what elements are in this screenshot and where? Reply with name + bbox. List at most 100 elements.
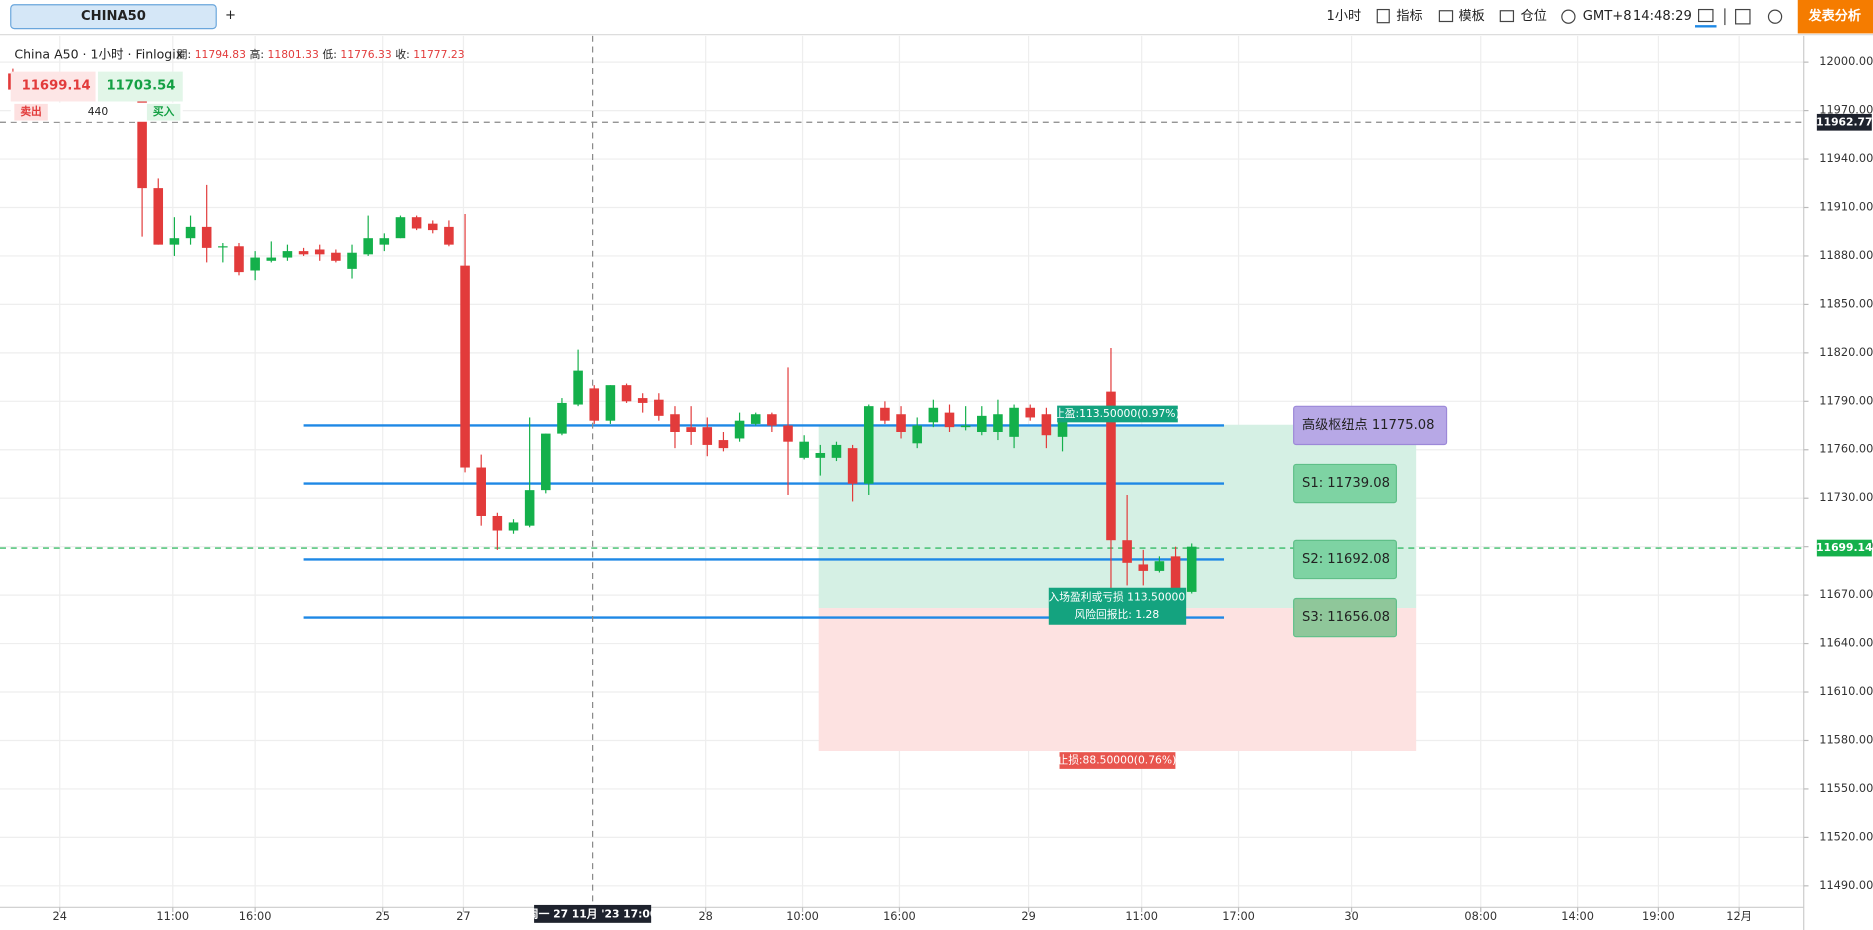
x-tick-label: 11:00	[1125, 909, 1158, 923]
candle-body	[896, 414, 906, 432]
legend-value: 11794.83	[195, 48, 246, 61]
candle-body	[282, 251, 293, 258]
icon	[1376, 8, 1390, 24]
candle-body	[993, 414, 1003, 432]
candle-body	[169, 238, 180, 245]
x-tick-label: 19:00	[1642, 909, 1675, 923]
candle-body	[718, 440, 729, 449]
x-tick-label: 28	[698, 909, 712, 923]
candle-body	[831, 444, 842, 458]
clock: 14:48:29	[1633, 9, 1692, 24]
y-tick-label: 11850.00	[1819, 296, 1873, 310]
tab[interactable]	[10, 4, 217, 30]
legend-value: 11776.33	[340, 48, 391, 61]
candle-body	[347, 252, 357, 269]
y-tick-label: 11490.00	[1819, 878, 1873, 892]
stop-label-box	[1059, 752, 1176, 769]
icon[interactable]	[1767, 9, 1783, 24]
y-tick-label: 11820.00	[1819, 345, 1873, 359]
icon[interactable]	[1698, 8, 1714, 23]
risk-reward-label: 风险回报比: 1.28	[1075, 608, 1160, 621]
ask-box[interactable]	[97, 71, 183, 102]
templates[interactable]: 模板	[1459, 8, 1485, 24]
x-tick-label: 25	[375, 909, 389, 923]
tab-label[interactable]: CHINA50	[81, 9, 146, 24]
crosshair-time: 周一 27 11月 '23 17:00	[528, 907, 657, 920]
candle-body	[960, 425, 971, 428]
y-tick-label: 11760.00	[1819, 442, 1873, 456]
chart-header: China A50 · 1小时 · Finlogix 開: 11794.83 高: 1…	[14, 46, 464, 61]
candle-body	[524, 490, 535, 526]
candle-body	[573, 370, 583, 405]
candle-body	[298, 251, 309, 255]
buy[interactable]: 买入	[153, 105, 175, 118]
candle-body	[395, 217, 406, 239]
level-label-box	[1293, 405, 1448, 446]
y-tick-label: 11790.00	[1819, 393, 1873, 407]
candle-body	[460, 265, 470, 468]
icon	[1561, 9, 1576, 24]
candle-body	[492, 515, 503, 531]
sell-button[interactable]	[14, 103, 48, 121]
legend-label: 低:	[323, 48, 337, 61]
interval[interactable]: 1小时	[1327, 8, 1362, 24]
annotations: 高级枢纽点 11775.08 S1: 11739.08 S2: 11692.08 S3…	[1049, 405, 1448, 769]
x-tick-label: 29	[1021, 909, 1035, 923]
candle-body	[783, 425, 793, 442]
timezone[interactable]: GMT+8	[1583, 9, 1632, 24]
y-tick-label: 11670.00	[1819, 587, 1873, 601]
y-tick-label: 11520.00	[1819, 829, 1873, 843]
x-tick-label: 16:00	[239, 909, 272, 923]
ask[interactable]: 11703.54	[106, 78, 175, 93]
y-tick-label: 11550.00	[1819, 781, 1873, 795]
chart-title: China A50 · 1小时 · Finlogix	[14, 46, 183, 61]
stop-label: 止损:88.50000(0.76%)	[1057, 754, 1176, 767]
bid-box[interactable]	[10, 71, 96, 102]
candle-body	[799, 441, 809, 458]
candle-body	[331, 252, 341, 261]
candle-body	[702, 427, 713, 445]
x-tick-label: 08:00	[1464, 909, 1497, 923]
candle-body	[137, 89, 147, 189]
quote-row	[10, 102, 183, 122]
publish-button[interactable]	[1797, 0, 1873, 34]
candle-body	[1122, 540, 1132, 563]
y-tick-label: 11970.00	[1819, 103, 1873, 117]
icon	[1499, 10, 1515, 23]
candle-body	[589, 388, 600, 421]
candle-body	[218, 246, 228, 248]
icon[interactable]	[1735, 8, 1751, 25]
pnl-label: 入场盈利或亏损 113.50000	[1049, 590, 1186, 603]
toolbar: CHINA50 + 1小时 指标 模板 仓位 GMT+8 14:48:29 发表…	[0, 0, 1873, 36]
positions[interactable]: 仓位	[1521, 8, 1547, 24]
quote-panel: 11699.14 11703.54 卖出 440 买入	[10, 71, 183, 122]
candle-body	[541, 433, 551, 491]
y-tick-label: 11580.00	[1819, 732, 1873, 746]
crosshair-price: 11962.77	[1816, 115, 1872, 128]
candle-body	[1170, 556, 1181, 592]
candle-body	[444, 226, 454, 245]
level-label: 高级枢纽点 11775.08	[1302, 416, 1434, 433]
candle-body	[847, 448, 858, 484]
add-tab[interactable]: +	[225, 8, 236, 23]
indicators[interactable]: 指标	[1396, 8, 1422, 24]
candle-body	[1154, 561, 1165, 571]
legend-value: 11801.33	[268, 48, 319, 61]
y-tick-label: 11940.00	[1819, 151, 1873, 165]
candle-body	[750, 414, 761, 424]
candle-body	[379, 238, 390, 245]
overlay	[0, 35, 1804, 908]
candle-body	[234, 246, 244, 273]
bid[interactable]: 11699.14	[22, 78, 91, 93]
y-tick-label: 11730.00	[1819, 490, 1873, 504]
buy-button[interactable]	[146, 103, 181, 121]
candle-body	[1106, 391, 1116, 541]
candle-body	[153, 188, 164, 245]
x-tick-label: 24	[53, 909, 67, 923]
publish-label[interactable]: 发表分析	[1808, 7, 1862, 24]
x-tick-label: 27	[456, 909, 470, 923]
x-tick-label: 12月	[1726, 909, 1752, 923]
sell[interactable]: 卖出	[20, 105, 41, 118]
candle-body	[734, 420, 745, 439]
